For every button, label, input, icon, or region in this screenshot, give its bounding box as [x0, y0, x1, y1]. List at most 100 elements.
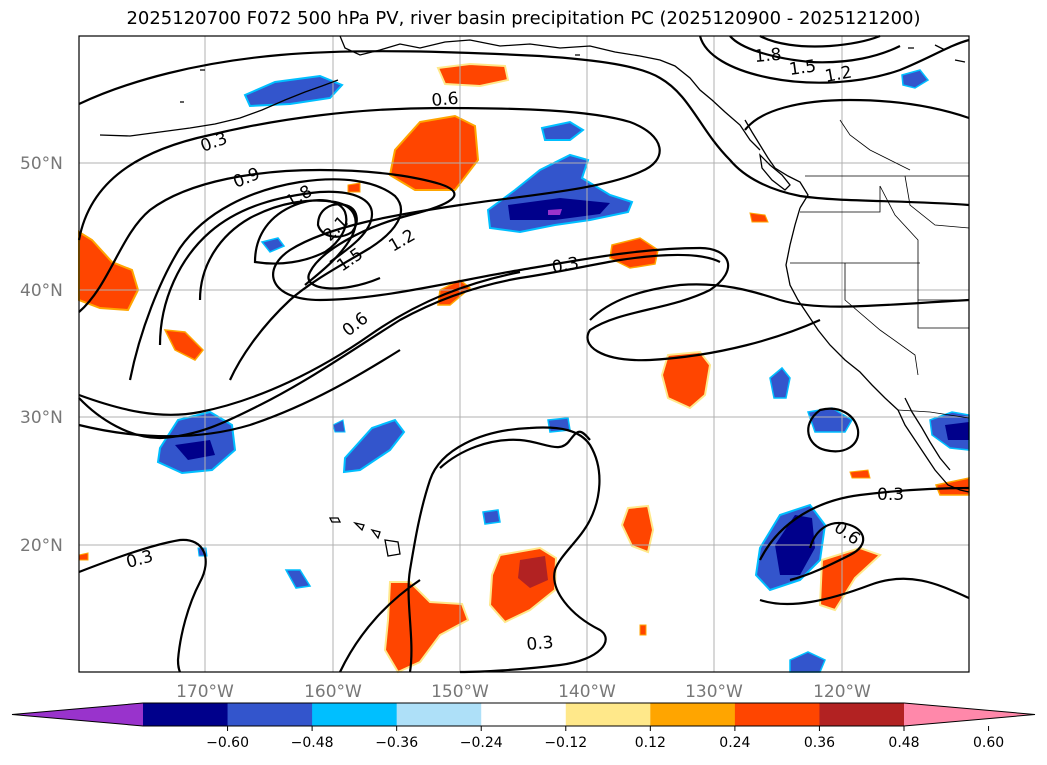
- pv-contour: [78, 168, 456, 313]
- colorbar-tick-label: 0.24: [719, 735, 750, 751]
- colorbar-outline: [11, 702, 1036, 727]
- political-borders: [790, 119, 970, 419]
- border-id-mt: [904, 175, 970, 229]
- precip-blob-positive: [347, 182, 361, 193]
- pv-contour: [407, 426, 607, 674]
- map-frame: [78, 35, 970, 673]
- contour-label: 0.6: [431, 89, 460, 111]
- coastline-hawaii: [328, 517, 401, 557]
- pv-contour: [77, 106, 821, 362]
- pv-contour: [439, 430, 591, 469]
- precip-blob-positive: [749, 212, 769, 223]
- border-ca-nv: [844, 263, 919, 376]
- lat-label: 40°N: [20, 281, 63, 301]
- precip-blob-negative: [540, 120, 585, 141]
- coastline-us-west: [785, 207, 970, 493]
- precip-blob-positive: [639, 624, 647, 636]
- lon-label: 160°W: [304, 682, 362, 702]
- colorbar-tick-label: −0.36: [375, 735, 418, 751]
- lon-label: 130°W: [685, 682, 743, 702]
- pv-contour: [316, 203, 358, 238]
- pv-contours: [77, 34, 970, 674]
- contour-label: 1.8: [754, 45, 783, 67]
- precip-blob-positive: [518, 556, 548, 588]
- colorbar-tick-label: 0.36: [804, 735, 835, 751]
- colorbar-swatch: [650, 703, 736, 726]
- precip-blob-negative: [243, 74, 344, 108]
- precip-blob-negative: [789, 651, 826, 673]
- lat-label: 50°N: [20, 154, 63, 174]
- lon-label: 150°W: [431, 682, 489, 702]
- precip-blob-negative: [332, 419, 346, 433]
- colorbar-swatch: [481, 703, 567, 726]
- precip-blob-negative: [945, 422, 969, 440]
- coastline-vancouver-island: [759, 153, 791, 191]
- contour-label: 0.3: [877, 485, 904, 505]
- colorbar-swatch: [396, 703, 482, 726]
- colorbar-swatch: [312, 703, 398, 726]
- precip-blob-positive: [383, 581, 470, 674]
- pv-contour: [78, 253, 721, 440]
- precip-blob-positive: [388, 114, 480, 191]
- colorbar-swatch: [565, 703, 651, 726]
- pv-contour: [158, 190, 374, 346]
- pv-contour: [78, 538, 207, 673]
- pv-contour: [253, 198, 348, 265]
- map-title: 2025120700 F072 500 hPa PV, river basin …: [126, 8, 921, 29]
- precip-blob-positive: [436, 62, 510, 88]
- coastline-aleutians: [99, 79, 339, 137]
- colorbar-tick-label: −0.12: [544, 735, 587, 751]
- pv-contour: [78, 50, 970, 207]
- contour-label: 0.3: [526, 633, 555, 655]
- coastline-bc: [744, 119, 809, 209]
- colorbar-tick-label: 0.12: [635, 735, 666, 751]
- lat-label: 20°N: [20, 536, 63, 556]
- colorbar-extend-low: [12, 703, 143, 726]
- lat-label: 30°N: [20, 408, 63, 428]
- precip-blob-negative: [284, 569, 312, 589]
- pv-contour: [789, 522, 865, 582]
- colorbar-swatch: [227, 703, 313, 726]
- lon-label: 120°W: [813, 682, 871, 702]
- colorbar-swatch: [819, 703, 905, 726]
- colorbar-tick-label: 0.60: [973, 735, 1004, 751]
- pv-contour: [128, 178, 402, 381]
- precip-blob-negative: [260, 237, 286, 253]
- pv-contour: [759, 34, 881, 48]
- latitude-labels: 50°N 40°N 30°N 20°N: [20, 154, 63, 556]
- colorbar-swatch: [143, 703, 229, 726]
- colorbar-tick-label: 0.48: [888, 735, 919, 751]
- contour-label: 1.2: [823, 63, 853, 87]
- colorbar-swatch: [734, 703, 820, 726]
- precip-blob-positive: [163, 329, 205, 361]
- coastlines: [99, 35, 970, 557]
- pv-contour: [744, 98, 970, 131]
- precip-shading: [78, 62, 970, 674]
- pv-contour: [698, 35, 970, 84]
- colorbar: −0.60 −0.48 −0.36 −0.24 −0.12 0.12 0.24 0.36 0.4…: [11, 702, 1036, 751]
- precip-blob-positive: [849, 469, 871, 479]
- colorbar-tick-label: −0.24: [460, 735, 503, 751]
- pv-contour: [78, 349, 401, 438]
- pv-contour: [807, 407, 860, 453]
- contour-label: 1.5: [788, 56, 818, 80]
- precip-blob-negative: [769, 366, 791, 399]
- precip-blob-positive: [620, 504, 655, 554]
- precip-blob-negative: [342, 418, 406, 474]
- lon-label: 140°W: [558, 682, 616, 702]
- pv-contour: [759, 486, 970, 561]
- precip-blob-negative: [482, 509, 501, 525]
- graticule: [79, 36, 969, 672]
- border-us-mexico: [897, 409, 970, 419]
- colorbar-tick-label: −0.48: [291, 735, 334, 751]
- precip-blob-negative: [548, 209, 562, 215]
- precip-blob-negative: [508, 198, 610, 220]
- colorbar-extend-high: [904, 703, 1035, 726]
- coastline-alaska: [339, 35, 761, 151]
- border-nv-ut: [917, 263, 969, 329]
- pv-contour: [729, 35, 901, 64]
- coastline-baja: [904, 397, 951, 471]
- lon-label: 170°W: [176, 682, 234, 702]
- pv-contour: [339, 579, 421, 673]
